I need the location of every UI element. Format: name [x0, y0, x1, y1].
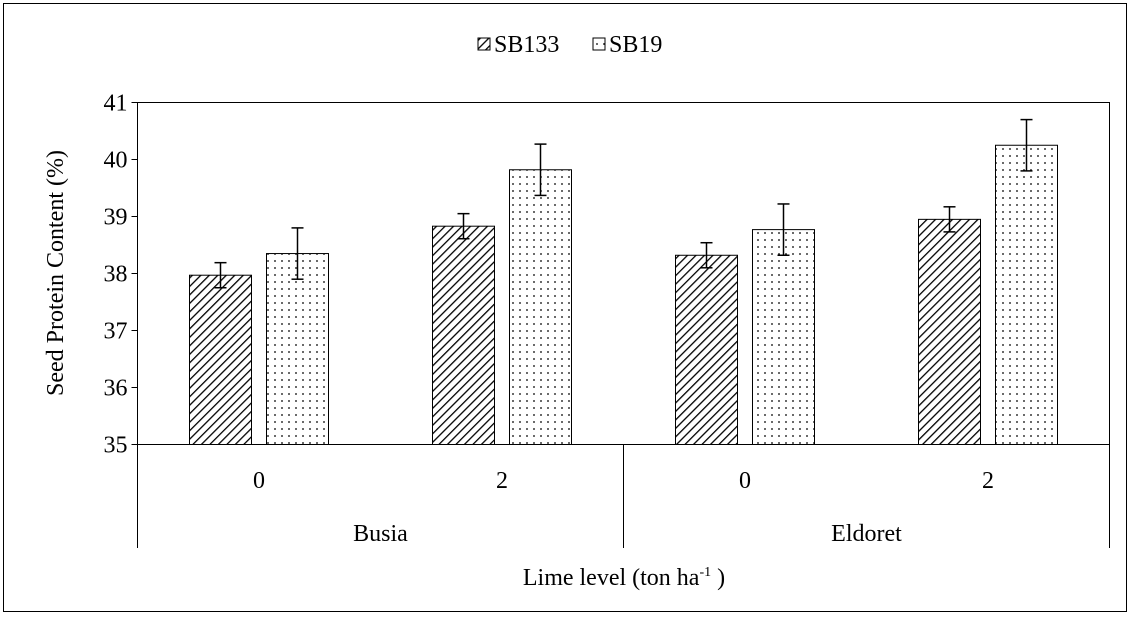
bar-sb133 [432, 225, 495, 445]
y-axis: 35 36 37 38 39 40 41 [104, 91, 138, 459]
legend-swatch-sb133 [477, 37, 491, 51]
x-axis-title: Lime level (ton ha-1 ) [523, 565, 725, 591]
x-group-label: Busia [353, 521, 408, 547]
x-tick-label: 0 [739, 468, 751, 494]
bar-sb19 [995, 144, 1058, 445]
y-tick-label: 40 [104, 148, 128, 174]
y-tick-label: 38 [104, 262, 128, 288]
x-axis: 0 2 0 2 Busia Eldoret [137, 444, 1110, 548]
legend: SB133 SB19 [477, 32, 662, 58]
x-axis-title-superscript: -1 [699, 565, 711, 580]
y-tick-label: 35 [104, 433, 128, 459]
legend-label-sb19: SB19 [609, 32, 662, 58]
legend-swatch-sb19 [592, 37, 606, 51]
y-tick-label: 41 [104, 91, 128, 117]
bar-sb19 [266, 253, 329, 445]
x-tick-label: 2 [496, 468, 508, 494]
x-tick-label: 0 [253, 468, 265, 494]
y-tick-label: 39 [104, 205, 128, 231]
bar-sb133 [189, 274, 252, 445]
x-group-label: Eldoret [831, 521, 902, 547]
bar-sb133 [918, 218, 981, 445]
bar-sb133 [675, 254, 738, 445]
legend-label-sb133: SB133 [494, 32, 559, 58]
x-tick-label: 2 [982, 468, 994, 494]
x-axis-title-main: Lime level (ton ha [523, 565, 700, 591]
bar-sb19 [509, 169, 572, 445]
bar-sb19 [752, 229, 815, 445]
x-axis-title-tail: ) [711, 565, 725, 591]
y-tick-label: 36 [104, 376, 128, 402]
y-tick-label: 37 [104, 319, 128, 345]
y-axis-title: Seed Protein Content (%) [43, 150, 69, 396]
bars [189, 118, 1058, 445]
